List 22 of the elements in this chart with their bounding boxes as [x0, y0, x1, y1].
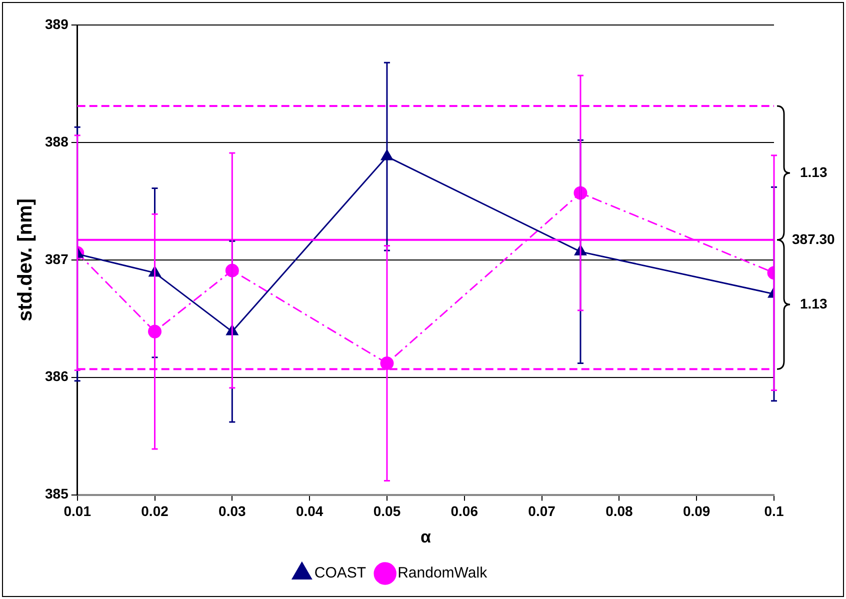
y-tick-label: 386: [45, 368, 69, 384]
x-tick-label: 0.04: [296, 503, 324, 520]
y-tick-label: 389: [45, 16, 69, 32]
y-tick-label: 388: [45, 133, 69, 150]
legend-label: RandomWalk: [398, 564, 488, 582]
legend-label: COAST: [314, 564, 366, 582]
text: 1.13: [800, 164, 828, 180]
y-tick-label: 385: [45, 486, 69, 502]
x-tick-label: 0.05: [373, 503, 401, 520]
x-tick-label: 0.03: [218, 503, 246, 520]
x-tick-label: 0.02: [141, 503, 169, 520]
x-tick-label: 0.06: [450, 503, 478, 520]
text: 387.30: [792, 230, 836, 247]
x-tick-label: 0.1: [764, 503, 784, 520]
x-axis-title: α: [420, 527, 432, 546]
x-tick-label: 0.01: [64, 503, 92, 520]
text: 1.13: [800, 295, 828, 312]
y-tick-label: 387: [45, 250, 69, 267]
x-tick-label: 0.09: [682, 503, 710, 520]
x-tick-label: 0.07: [528, 503, 556, 520]
y-axis-title: std.dev. [nm]: [14, 198, 37, 322]
x-tick-label: 0.08: [606, 503, 634, 520]
